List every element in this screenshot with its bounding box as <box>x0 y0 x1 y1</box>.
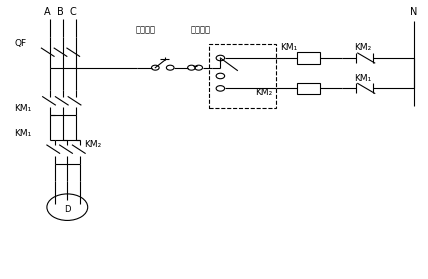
Text: KM₁: KM₁ <box>354 74 372 83</box>
Bar <box>297 83 320 94</box>
Text: 转换开关: 转换开关 <box>190 26 211 35</box>
Text: 脚踏开关: 脚踏开关 <box>135 26 155 35</box>
Text: QF: QF <box>14 39 26 48</box>
Text: A: A <box>44 7 51 16</box>
Bar <box>209 44 276 108</box>
Text: KM₂: KM₂ <box>354 44 372 52</box>
Text: KM₂: KM₂ <box>255 88 273 97</box>
Bar <box>297 52 320 64</box>
Text: KM₁: KM₁ <box>14 104 31 113</box>
Text: B: B <box>56 7 63 16</box>
Text: KM₁: KM₁ <box>280 44 297 52</box>
Text: C: C <box>69 7 76 16</box>
Text: N: N <box>410 7 418 16</box>
Text: KM₂: KM₂ <box>84 140 101 149</box>
Text: KM₁: KM₁ <box>14 129 31 138</box>
Text: D: D <box>64 205 71 214</box>
